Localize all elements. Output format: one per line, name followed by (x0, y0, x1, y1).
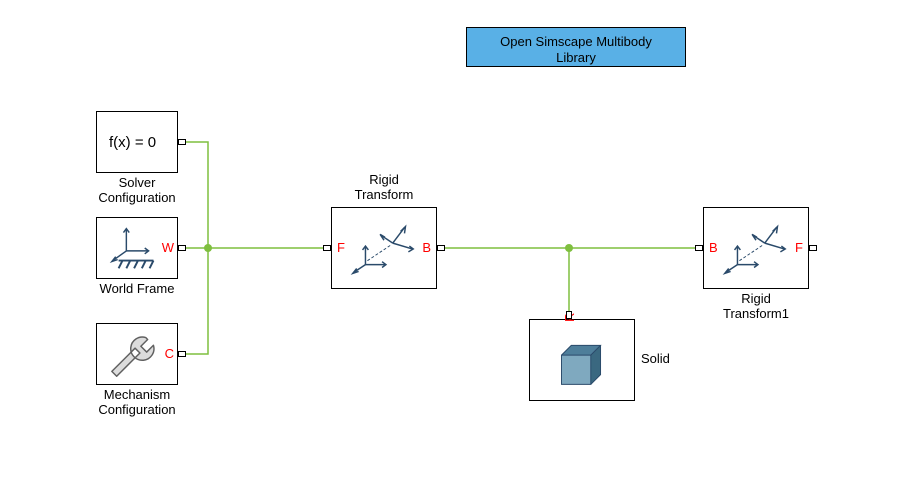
rigid-transform1-label: Rigid Transform1 (696, 292, 816, 322)
mechanism-configuration-label: Mechanism Configuration (77, 388, 197, 418)
diagram-canvas: Open Simscape Multibody Library f(x) = 0… (0, 0, 912, 500)
port-solid-top (566, 311, 572, 319)
link-line2: Library (556, 50, 596, 65)
wire-mech-to-bus (178, 248, 208, 354)
rigid-transform-block[interactable]: F B (331, 207, 437, 289)
rt1-port-right: B (422, 240, 431, 255)
rigid-transform-label: Rigid Transform (324, 173, 444, 203)
port-rt1-right (437, 245, 445, 251)
solid-block[interactable]: R (529, 319, 635, 401)
connection-node (204, 244, 212, 252)
port-rt2-left (695, 245, 703, 251)
rt2-port-left: B (709, 240, 718, 255)
port-rt2-right (809, 245, 817, 251)
solver-configuration-label: Solver Configuration (77, 176, 197, 206)
solver-configuration-block[interactable]: f(x) = 0 (96, 111, 178, 173)
port-world-right (178, 245, 186, 251)
port-mech-right (178, 351, 186, 357)
mechanism-configuration-block[interactable]: C (96, 323, 178, 385)
open-library-link[interactable]: Open Simscape Multibody Library (466, 27, 686, 67)
link-line1: Open Simscape Multibody (500, 34, 652, 49)
world-frame-block[interactable]: W (96, 217, 178, 279)
port-solver-right (178, 139, 186, 145)
world-port-label: W (162, 240, 174, 255)
solid-label: Solid (641, 352, 701, 367)
world-frame-label: World Frame (77, 282, 197, 297)
rigid-transform-icon (332, 208, 436, 288)
connection-node (565, 244, 573, 252)
cube-icon (530, 320, 634, 400)
port-rt1-left (323, 245, 331, 251)
solver-equation: f(x) = 0 (97, 134, 177, 151)
rigid-transform1-block[interactable]: B F (703, 207, 809, 289)
rt1-port-left: F (337, 240, 345, 255)
rigid-transform1-icon (704, 208, 808, 288)
rt2-port-right: F (795, 240, 803, 255)
mech-port-label: C (165, 346, 174, 361)
